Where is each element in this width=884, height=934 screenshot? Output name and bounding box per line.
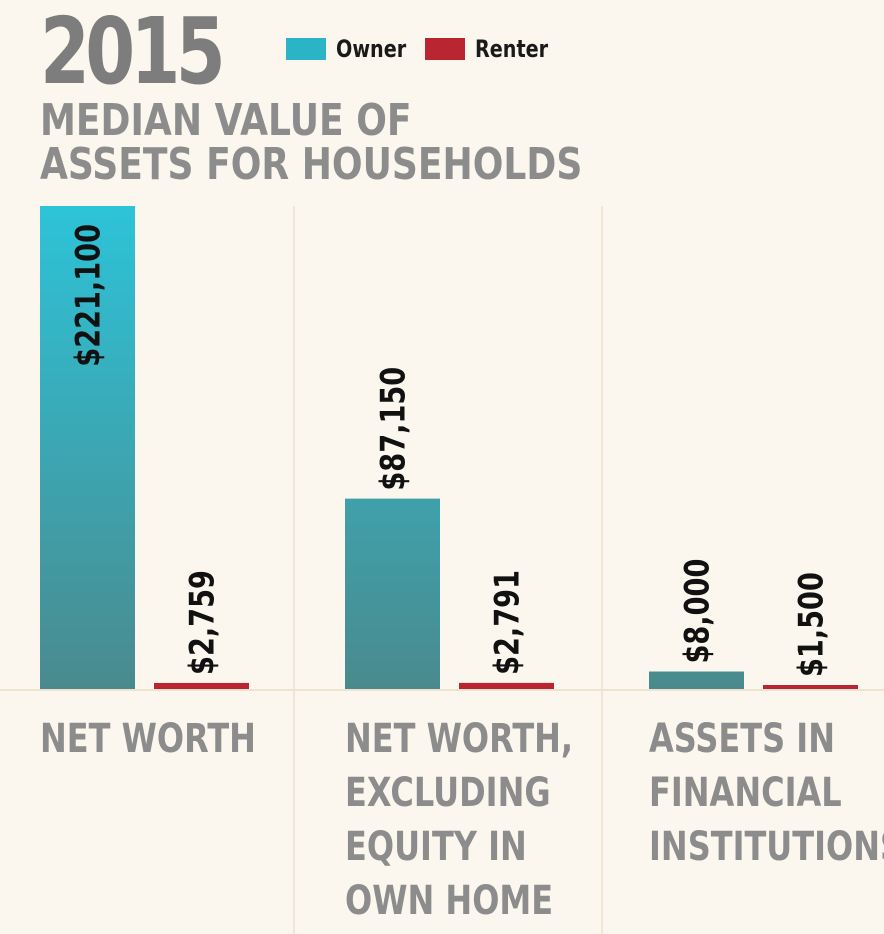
legend-owner-label: Owner [336, 35, 407, 63]
category-label: ASSETS IN FINANCIAL INSTITUTIONS [649, 716, 884, 870]
data-label-owner: $8,000 [678, 559, 718, 664]
data-label-renter: $2,759 [183, 570, 223, 675]
legend-renter-label: Renter [475, 35, 549, 63]
chart-year: 2015 [40, 0, 226, 105]
category-label: NET WORTH, EXCLUDING EQUITY IN OWN HOME [345, 716, 574, 924]
data-label-renter: $2,791 [488, 570, 528, 675]
legend-owner-swatch [286, 38, 326, 60]
bar-owner [345, 498, 440, 689]
chart-title-line-2: ASSETS FOR HOUSEHOLDS [40, 139, 583, 190]
legend-renter-swatch [425, 38, 465, 60]
group-divider [601, 206, 603, 934]
chart-baseline [0, 689, 884, 691]
bar-owner [649, 671, 744, 689]
bar-renter [459, 682, 554, 689]
data-label-owner: $87,150 [374, 367, 414, 491]
data-label-owner: $221,100 [69, 224, 109, 367]
data-label-renter: $1,500 [792, 572, 832, 677]
bar-renter [154, 682, 249, 689]
chart-title-line-1: MEDIAN VALUE OF [40, 95, 412, 146]
category-label: NET WORTH [40, 716, 256, 762]
legend-renter: Renter [425, 35, 566, 63]
legend-owner: Owner [286, 35, 424, 63]
bar-renter [763, 685, 858, 689]
group-divider [293, 206, 295, 934]
bar-owner [40, 206, 135, 689]
